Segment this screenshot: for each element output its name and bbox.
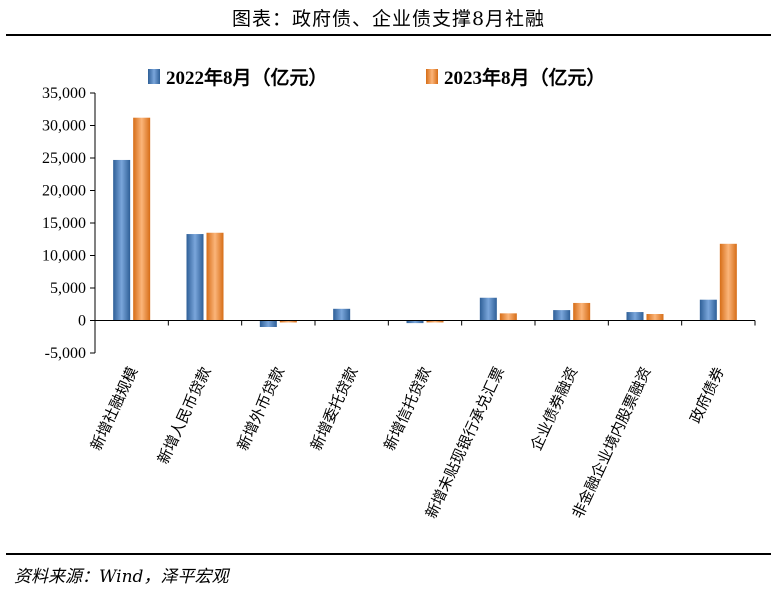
bar-2022	[113, 159, 131, 321]
bar-2022	[699, 299, 717, 321]
bar-2023	[279, 320, 297, 323]
y-tick-label: 5,000	[50, 280, 86, 297]
bar-2023	[573, 302, 591, 321]
bar-2022	[479, 297, 497, 321]
y-tick-label: 15,000	[42, 215, 86, 232]
y-tick-label: 20,000	[42, 183, 86, 200]
x-category-label: 新增社融规模	[87, 364, 141, 453]
bottom-rule	[6, 553, 771, 555]
y-tick-label: 25,000	[42, 150, 86, 167]
legend-label-2023: 2023年8月（亿元）	[444, 66, 606, 89]
bar-2022	[186, 234, 204, 321]
legend-label-2022: 2022年8月（亿元）	[166, 66, 328, 89]
bar-2023	[426, 320, 444, 323]
y-tick-label: 30,000	[42, 118, 86, 135]
bar-2022	[406, 320, 424, 324]
x-category-label: 企业债券融资	[527, 364, 581, 453]
bar-2022	[259, 320, 277, 327]
x-category-label: 新增委托贷款	[307, 364, 361, 453]
x-category-label: 新增未贴现银行承兑汇票	[422, 364, 508, 521]
x-category-label: 政府债券	[686, 364, 728, 426]
y-tick-label: 0	[78, 313, 86, 330]
x-category-label: 新增信托贷款	[380, 364, 434, 453]
legend-swatch-2022	[148, 69, 160, 84]
source-note: 资料来源：Wind，泽平宏观	[14, 567, 229, 587]
x-category-label: 新增人民币贷款	[154, 364, 215, 467]
x-category-label: 非金融企业境内股票融资	[569, 364, 655, 521]
legend-swatch-2023	[426, 69, 438, 84]
y-tick-label: 35,000	[42, 85, 86, 102]
bar-2022	[626, 312, 644, 321]
x-category-label: 新增外币贷款	[234, 364, 288, 453]
legend: 2022年8月（亿元） 2023年8月（亿元）	[148, 66, 606, 89]
chart-title: 图表：政府债、企业债支撑8月社融	[231, 8, 546, 30]
top-rule	[6, 34, 771, 36]
bar-2023	[499, 313, 517, 321]
y-tick-label: -5,000	[45, 345, 86, 362]
y-tick-label: 10,000	[42, 248, 86, 265]
bar-2023	[133, 117, 151, 321]
x-axis: 新增社融规模 新增人民币贷款 新增外币贷款 新增委托贷款 新增信托贷款新增未贴现银行承兑…	[87, 320, 756, 521]
bar-2023	[719, 243, 737, 321]
y-axis: -5,000 0 5,000 10,000 15,000 20,000 25,000 30,0…	[42, 85, 96, 362]
bars-group	[113, 117, 737, 327]
bar-2023	[646, 314, 664, 321]
bar-2022	[333, 308, 351, 321]
bar-2023	[206, 232, 224, 321]
bar-2022	[553, 310, 571, 321]
